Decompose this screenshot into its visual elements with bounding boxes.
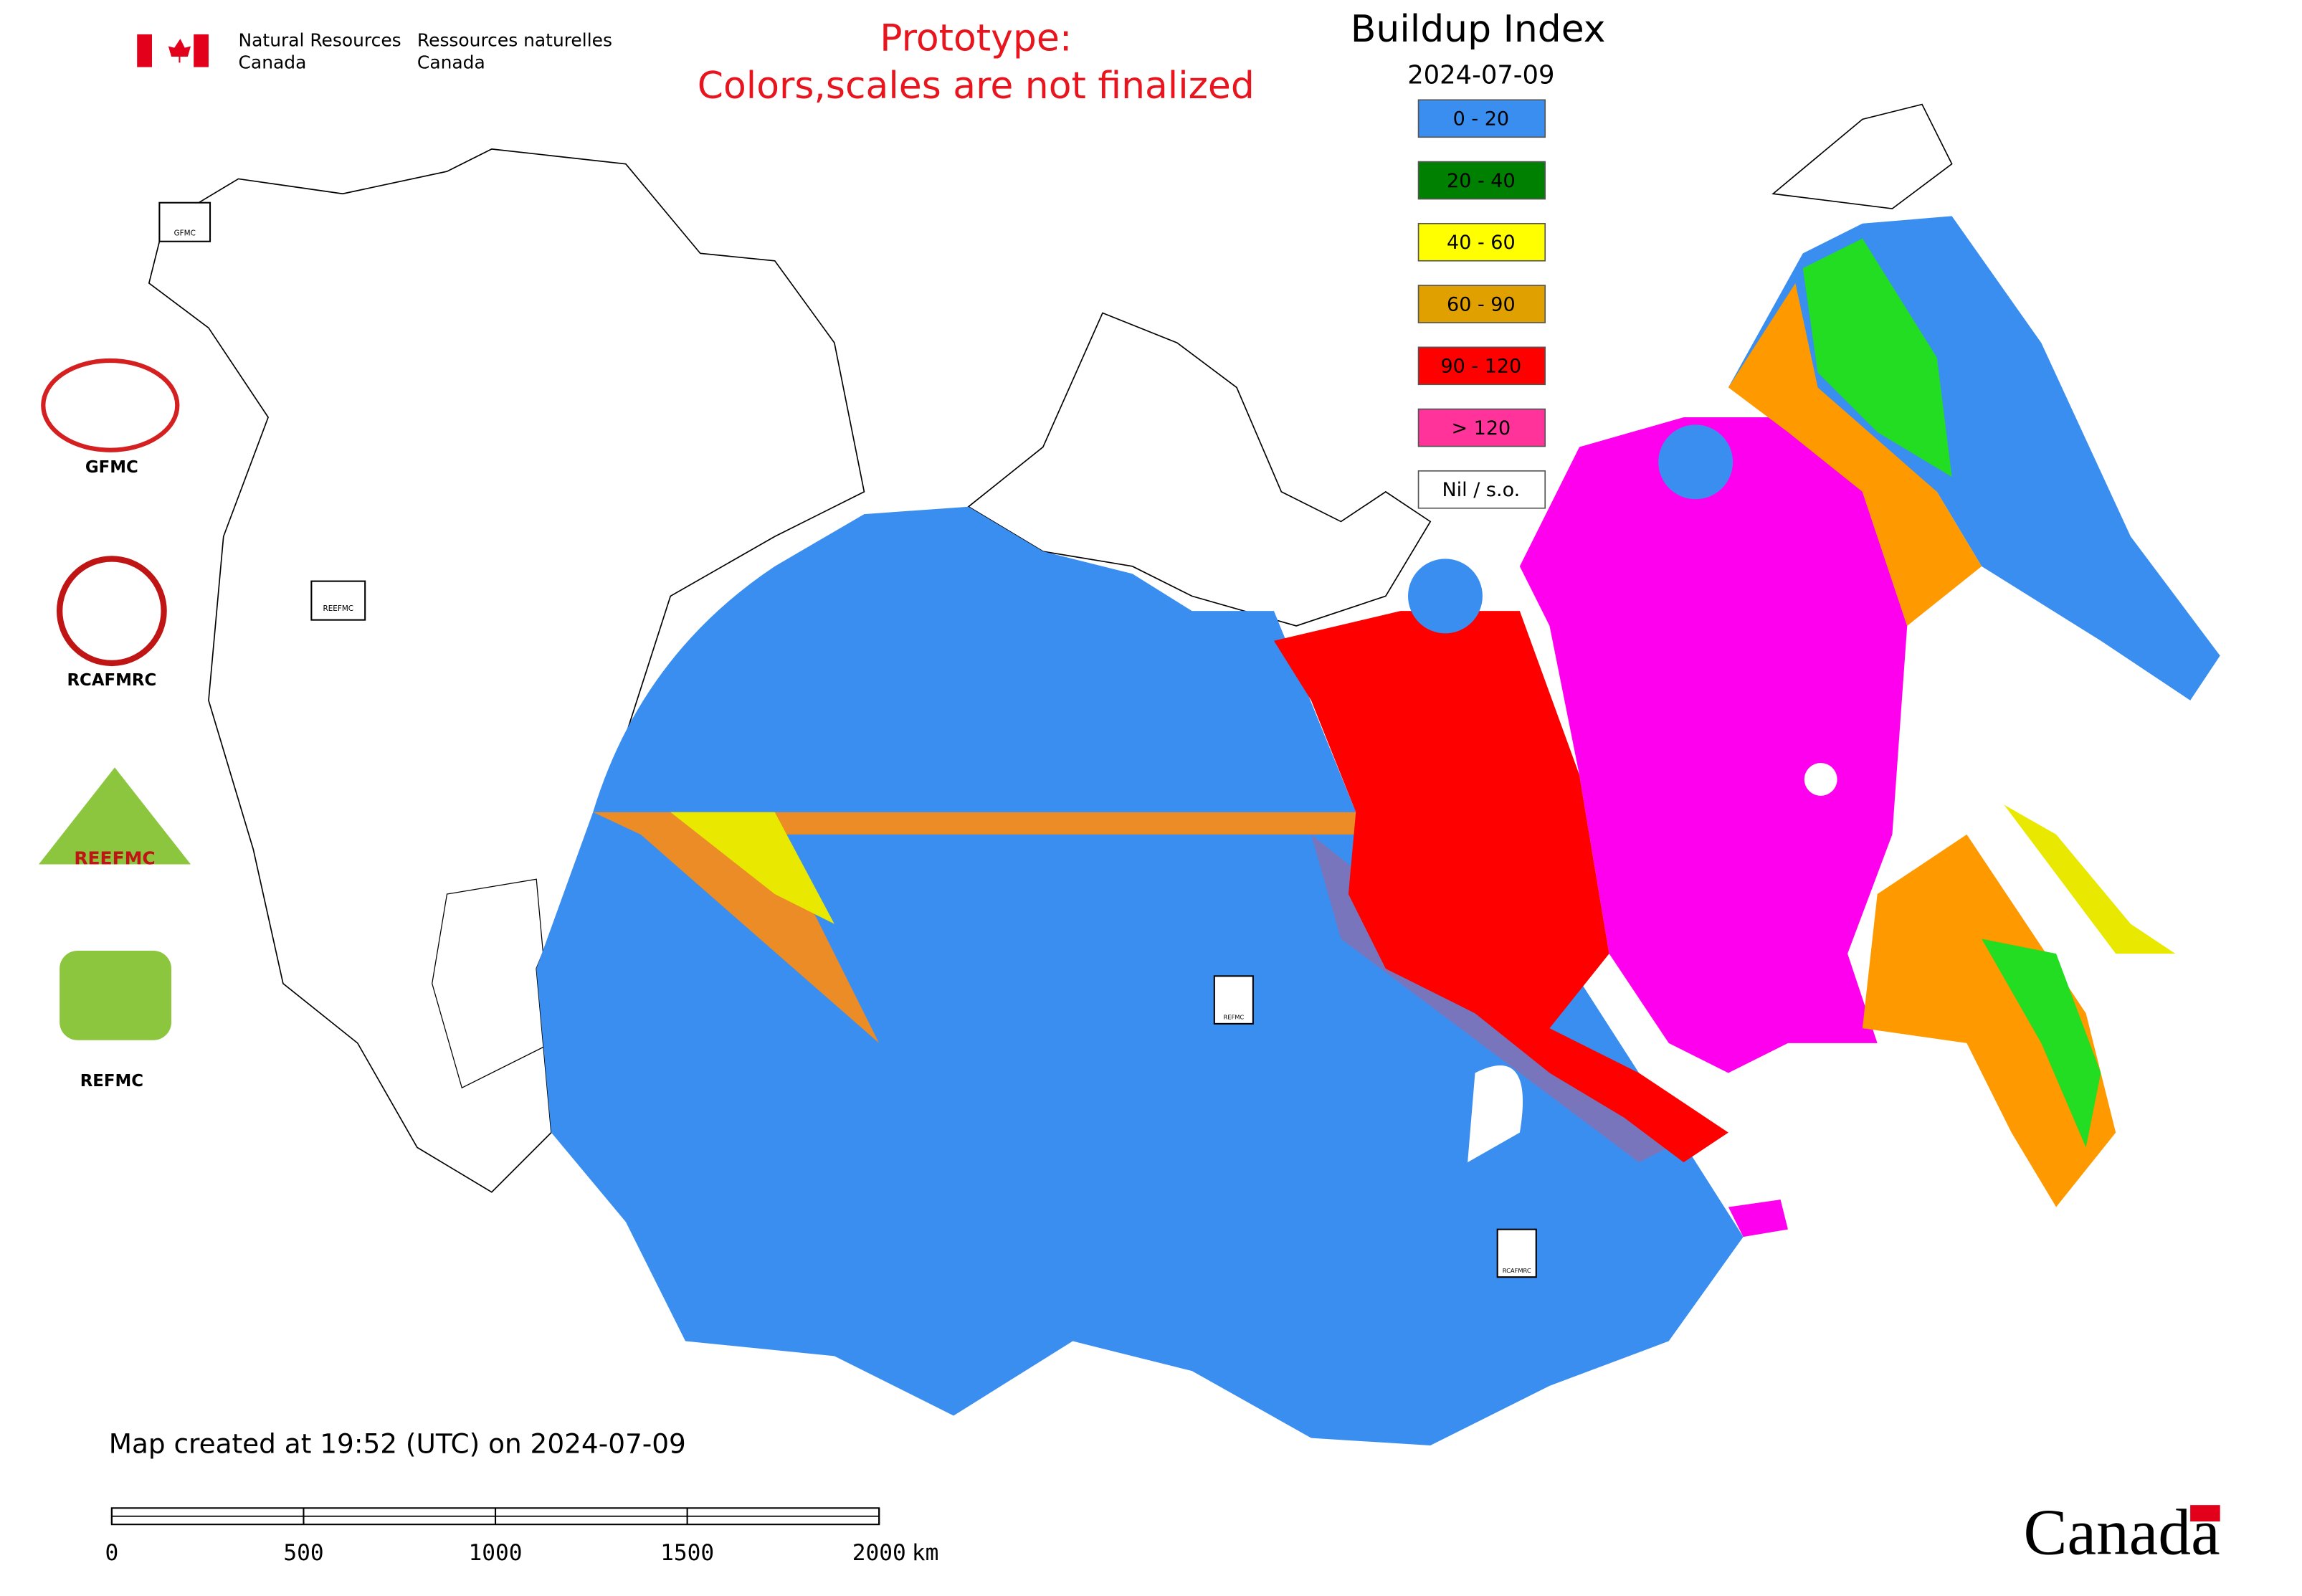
region-bui-0-20 (1658, 424, 1733, 500)
logo-label: REFMC (80, 1072, 143, 1091)
legend-swatch (1417, 99, 1546, 138)
region-bui-0-20 (536, 506, 1744, 1446)
lake (1468, 1065, 1523, 1163)
region-bui-20-40 (1802, 238, 1952, 478)
org-en: Natural Resources (239, 29, 401, 50)
legend-label: 90 - 120 (1440, 356, 1521, 378)
logo-label: GFMC (85, 458, 138, 477)
logo (60, 951, 172, 1040)
marker-box (310, 580, 366, 621)
legend-label: Nil / s.o. (1442, 479, 1520, 501)
marker-label: REEFMC (323, 604, 353, 613)
scale-bar: 0 500 1000 1500 2000 km (105, 1507, 939, 1566)
notice: Colors,scales are not finalized (698, 65, 1255, 108)
marker-label: REFMC (1223, 1014, 1244, 1021)
legend-swatch (1417, 470, 1546, 509)
legend-date: 2024-07-09 (1407, 60, 1554, 90)
region-bui-60-90 (1862, 834, 2116, 1207)
legend-title: Buildup Index (1351, 8, 1606, 51)
region-bui-over-120 (1728, 1200, 1788, 1238)
logo-label: REEFMC (74, 847, 155, 868)
region-bui-40-60 (2004, 804, 2176, 954)
legend-label: > 120 (1451, 417, 1511, 440)
outline-islands (967, 312, 1432, 627)
wordmark-flag (2190, 1505, 2220, 1522)
logo-label: RCAFMRC (67, 671, 156, 690)
scale-label: 1500 (660, 1540, 714, 1566)
legend-label: 0 - 20 (1453, 108, 1509, 130)
legend-label: 20 - 40 (1447, 170, 1516, 192)
map-markers: GFMC REEFMC REFMC RCAFMRC (158, 201, 1537, 1278)
marker-box (158, 201, 211, 242)
marker-label: GFMC (174, 229, 196, 237)
marker-box (1496, 1228, 1537, 1278)
scale-label: 0 (105, 1540, 118, 1566)
region-bui-over-120 (1519, 417, 1908, 1073)
legend-swatch (1417, 346, 1546, 386)
legend-swatch (1417, 408, 1546, 447)
nodata (1804, 763, 1837, 796)
scale-label: 1000 (469, 1540, 523, 1566)
scale-label: 2000 (852, 1540, 906, 1566)
region-bui-0-20 (1408, 559, 1483, 634)
org-fr: Ressources naturelles (417, 29, 612, 50)
scale-label: 500 (283, 1540, 323, 1566)
legend-swatch (1417, 222, 1546, 262)
outline-chukotka (1771, 103, 1953, 209)
canada-wordmark: Canada (2024, 1496, 2220, 1569)
flag-bar (137, 34, 152, 67)
marker-label: RCAFMRC (1503, 1267, 1531, 1274)
notice: Prototype: (880, 17, 1072, 60)
marker-box (1213, 975, 1254, 1025)
org-fr: Canada (417, 52, 485, 73)
flag-bar (194, 34, 209, 67)
created-note: Map created at 19:52 (UTC) on 2024-07-09 (109, 1428, 686, 1459)
scale-unit: km (912, 1540, 939, 1566)
logo (56, 556, 167, 667)
legend-swatch (1417, 161, 1546, 200)
legend-label: 60 - 90 (1447, 293, 1516, 315)
legend: 0 - 20 20 - 40 40 - 60 60 - 90 90 - 120 > 120… (1417, 99, 1546, 509)
region-bui-90-120 (1273, 611, 1728, 1163)
legend-label: 40 - 60 (1447, 232, 1516, 254)
logo (41, 358, 180, 452)
org-en: Canada (239, 52, 307, 73)
legend-swatch (1417, 285, 1546, 323)
outline-border (432, 878, 552, 1089)
region-bui-20-40 (1982, 939, 2101, 1148)
region-bui-60-90 (1728, 282, 1982, 626)
logo (39, 767, 191, 865)
region-band (670, 812, 834, 924)
flag-leaf (168, 39, 191, 63)
